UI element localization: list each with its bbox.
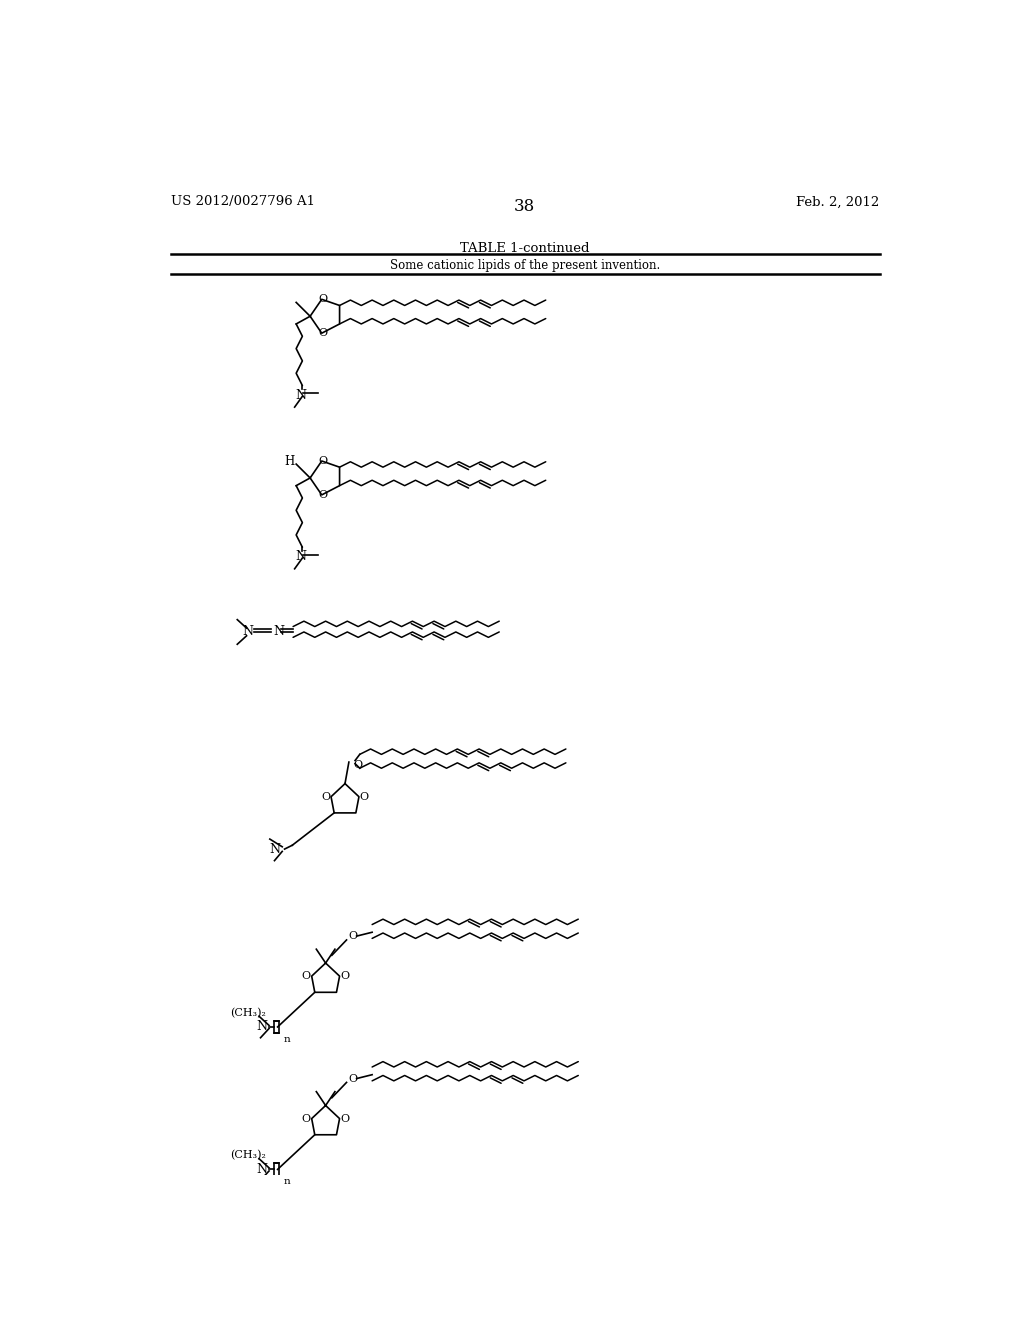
Text: O: O [318, 294, 327, 305]
Text: US 2012/0027796 A1: US 2012/0027796 A1 [171, 195, 314, 209]
Text: N: N [256, 1163, 267, 1176]
Text: O: O [353, 760, 362, 770]
Text: (CH₃)₂: (CH₃)₂ [230, 1008, 266, 1018]
Text: 38: 38 [514, 198, 536, 215]
Text: O: O [348, 931, 357, 941]
Text: N: N [256, 1020, 267, 1034]
Text: N: N [243, 626, 254, 639]
Text: Feb. 2, 2012: Feb. 2, 2012 [797, 195, 880, 209]
Text: O: O [359, 792, 369, 801]
Text: O: O [302, 972, 311, 981]
Text: O: O [348, 1073, 357, 1084]
Text: N: N [295, 550, 306, 564]
Text: O: O [340, 1114, 349, 1123]
Text: n: n [284, 1035, 291, 1044]
Text: (CH₃)₂: (CH₃)₂ [230, 1151, 266, 1160]
Text: O: O [318, 490, 327, 500]
Text: O: O [318, 329, 327, 338]
Text: O: O [340, 972, 349, 981]
Text: Some cationic lipids of the present invention.: Some cationic lipids of the present inve… [390, 259, 659, 272]
Text: N: N [273, 626, 284, 639]
Text: n: n [284, 1177, 291, 1187]
Text: N: N [269, 842, 281, 855]
Text: O: O [322, 792, 331, 801]
Text: N: N [295, 388, 306, 401]
Text: TABLE 1-continued: TABLE 1-continued [460, 242, 590, 255]
Text: H: H [285, 454, 295, 467]
Text: O: O [302, 1114, 311, 1123]
Text: O: O [318, 455, 327, 466]
